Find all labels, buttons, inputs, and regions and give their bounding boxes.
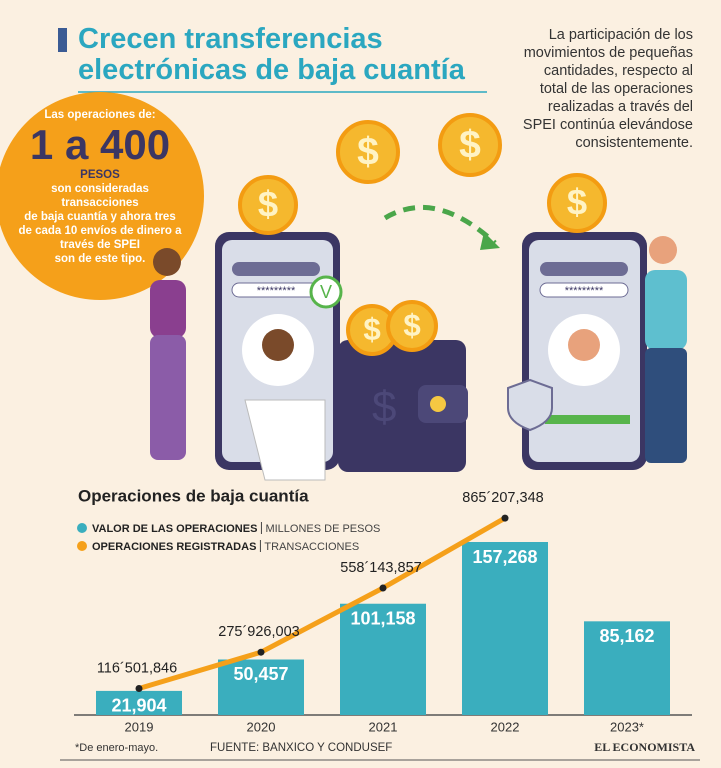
- point-label: 558´143,857: [340, 560, 421, 576]
- point-label: 865´207,348: [462, 490, 543, 506]
- badge-range: 1 a 400: [29, 121, 171, 168]
- point: [379, 584, 387, 592]
- badge-line: son consideradas transacciones: [51, 183, 149, 209]
- source: FUENTE: BANXICO Y CONDUSEF: [210, 742, 392, 754]
- badge-lead: Las operaciones de:: [44, 109, 156, 121]
- x-tick-label: 2020: [247, 719, 276, 734]
- progress: [545, 415, 630, 424]
- x-tick-label: 2019: [125, 719, 154, 734]
- password: *********: [565, 285, 604, 297]
- shield: [507, 378, 553, 432]
- point-label: 275´926,003: [218, 624, 299, 640]
- avatar-face: [262, 329, 294, 361]
- intro-line: realizadas a través del: [547, 99, 693, 115]
- badge-circle: [0, 92, 204, 300]
- coin-symbol: $: [403, 308, 420, 343]
- x-tick-label: 2021: [369, 719, 398, 734]
- legend-unit: MILLONES DE PESOS: [265, 523, 380, 535]
- badge-unit: PESOS: [80, 169, 120, 181]
- title: Crecen transferencias electrónicas de baj…: [78, 24, 465, 86]
- coin-symbol: $: [567, 182, 587, 223]
- intro: La participación de los movimientos de pe…: [473, 26, 693, 152]
- badge-line: de cada 10 envíos de dinero a: [18, 225, 182, 237]
- check-circle: [309, 275, 343, 309]
- footnote: *De enero-mayo.: [75, 742, 158, 754]
- coin-symbol: $: [459, 123, 481, 166]
- badge-line: de baja cuantía y ahora tres: [24, 211, 176, 223]
- person-head: [153, 248, 181, 276]
- x-tick-label: 2022: [491, 719, 520, 734]
- coin-symbol: $: [363, 312, 380, 347]
- wallet-symbol: $: [372, 383, 396, 432]
- intro-line: cantidades, respecto al: [543, 63, 693, 79]
- field: [540, 262, 628, 276]
- badge-line: son de este tipo.: [54, 253, 146, 265]
- coin: [386, 300, 438, 352]
- bar: [584, 621, 670, 715]
- bar: [96, 690, 182, 715]
- person-body: [645, 270, 687, 350]
- legend-dot: [77, 523, 87, 533]
- intro-line: La participación de los: [548, 27, 693, 43]
- check: V: [320, 282, 332, 302]
- intro-line: consistentemente.: [575, 135, 693, 151]
- bar-label: 21,904: [111, 696, 166, 716]
- legend-unit: TRANSACCIONES: [264, 541, 359, 553]
- title-line: electrónicas de baja cuantía: [78, 54, 465, 86]
- title-mark: [58, 28, 67, 52]
- bar-label: 85,162: [599, 626, 654, 646]
- field: [539, 282, 629, 298]
- point: [501, 514, 509, 522]
- coin: [238, 175, 298, 235]
- arrow-head: [480, 232, 500, 250]
- field: [232, 262, 320, 276]
- legend-dot: [77, 541, 87, 551]
- person-head: [649, 236, 677, 264]
- badge: Las operaciones de: 1 a 400 PESOS son co…: [16, 108, 184, 266]
- person-legs: [150, 335, 186, 460]
- arrow: [383, 204, 497, 245]
- avatar-face: [568, 329, 600, 361]
- badge-line: través de SPEI: [60, 239, 140, 251]
- legend-name: OPERACIONES REGISTRADAS: [92, 541, 256, 553]
- bar-label: 157,268: [472, 547, 537, 567]
- point-label: 116´501,846: [97, 660, 177, 676]
- line: [138, 515, 507, 691]
- legend-name: VALOR DE LAS OPERACIONES: [92, 523, 257, 535]
- receipt: [244, 399, 326, 481]
- bar: [462, 542, 548, 715]
- wallet-button: [430, 396, 446, 412]
- title-line: Crecen transferencias: [78, 23, 383, 55]
- bar: [218, 659, 304, 715]
- coin: [438, 113, 502, 177]
- bar-label: 50,457: [233, 664, 288, 684]
- wallet: [338, 340, 466, 472]
- person-legs: [645, 348, 687, 463]
- intro-line: SPEI continúa elevándose: [522, 117, 693, 133]
- coin: [336, 120, 400, 184]
- x-tick-label: 2023*: [610, 719, 644, 734]
- bar: [340, 603, 426, 715]
- coins: $ $ $ $ $ $: [238, 113, 607, 356]
- point: [135, 684, 143, 692]
- password: *********: [257, 285, 296, 297]
- chart-title: Operaciones de baja cuantía: [78, 486, 309, 505]
- intro-line: total de las operaciones: [539, 81, 693, 97]
- coin-symbol: $: [258, 184, 278, 225]
- person-body: [150, 280, 186, 338]
- intro-line: movimientos de pequeñas: [523, 45, 693, 61]
- coin: [547, 173, 607, 233]
- brand: EL ECONOMISTA: [594, 740, 695, 754]
- bar-label: 101,158: [350, 608, 415, 628]
- point: [257, 648, 265, 656]
- coin-symbol: $: [357, 130, 379, 173]
